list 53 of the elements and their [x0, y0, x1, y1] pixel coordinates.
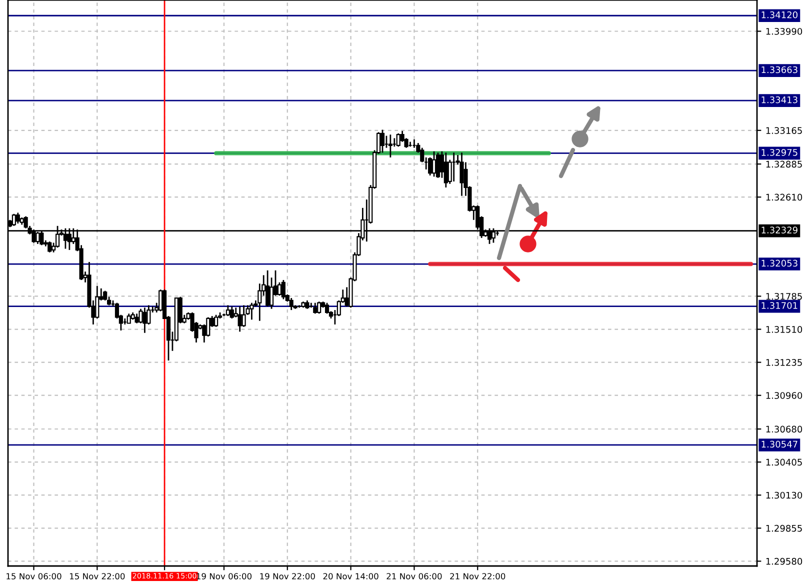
- candlestick: [266, 270, 270, 308]
- y-tick-label: 1.32610: [766, 194, 802, 201]
- y-tick-label: 1.33165: [766, 127, 802, 134]
- ref-line-label: 1.34120: [762, 11, 798, 18]
- ref-line-label: 1.30547: [762, 440, 798, 448]
- ref-line-label: 1.33663: [762, 66, 798, 74]
- y-tick-label: 1.29855: [766, 524, 802, 532]
- candlestick: [126, 312, 131, 324]
- candlestick: [289, 297, 294, 311]
- y-tick-label: 1.33990: [766, 28, 802, 35]
- candlestick: [12, 213, 16, 227]
- y-tick-label: 1.31510: [766, 326, 802, 333]
- x-tick-label: 21 Nov 06:00: [386, 573, 442, 580]
- ref-line-label: 1.33413: [762, 96, 798, 104]
- x-tick-label: 21 Nov 22:00: [450, 573, 506, 580]
- x-tick-label: 15 Nov 22:00: [70, 573, 125, 580]
- candlestick: [444, 152, 448, 188]
- y-tick-label: 1.30960: [766, 392, 802, 399]
- candlestick: [142, 306, 147, 334]
- candlestick: [313, 302, 318, 314]
- candlestick: [242, 304, 246, 328]
- candlestick: [317, 300, 322, 314]
- candlestick: [324, 302, 330, 314]
- candlestick: [460, 152, 464, 197]
- y-tick-label: 1.30680: [766, 426, 802, 433]
- candlestick: [230, 306, 234, 320]
- candlestick: [281, 279, 286, 300]
- x-tick-label: 15 Nov 06:00: [6, 573, 62, 580]
- candlestick: [396, 132, 400, 148]
- candlestick: [432, 150, 436, 178]
- x-tick-label: 20 Nov 14:00: [323, 573, 378, 580]
- ref-line-label: 1.32329: [762, 226, 798, 234]
- candlestick: [103, 290, 108, 302]
- candlestick: [250, 302, 254, 320]
- candlestick: [436, 152, 440, 179]
- ref-line-label: 1.32975: [762, 149, 798, 156]
- y-tick-label: 1.30405: [766, 458, 802, 466]
- y-tick-label: 1.31235: [766, 359, 802, 366]
- candlestick: [226, 304, 230, 317]
- candlestick: [380, 129, 385, 154]
- candlestick: [16, 212, 20, 224]
- ref-line-label: 1.32053: [762, 260, 798, 267]
- y-tick-label: 1.29580: [766, 558, 802, 565]
- candlestick: [48, 240, 52, 254]
- candlestick: [388, 134, 392, 158]
- candlestick: [134, 312, 139, 324]
- ref-line-label: 1.31701: [762, 302, 798, 309]
- candlestick: [238, 306, 242, 332]
- y-tick-label: 1.30130: [766, 492, 802, 499]
- candlestick: [214, 314, 218, 328]
- y-tick-label: 1.31785: [766, 292, 802, 300]
- x-tick-label: 19 Nov 22:00: [260, 573, 315, 580]
- y-tick-label: 1.32885: [766, 160, 802, 168]
